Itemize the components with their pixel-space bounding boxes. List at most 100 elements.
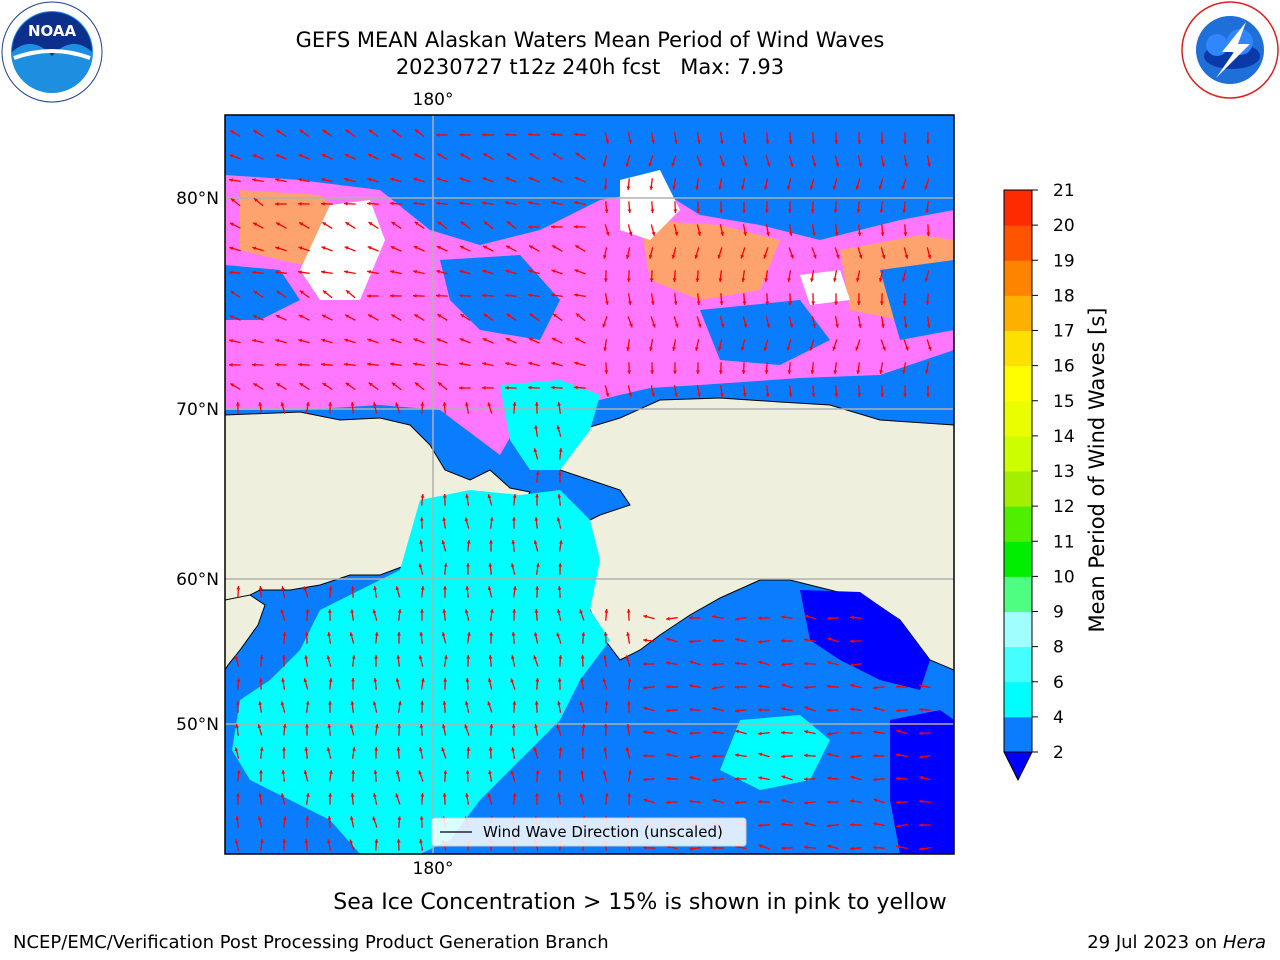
wave-arrow-head [626, 609, 631, 613]
wave-arrow-head [925, 370, 929, 374]
wave-arrow-head [924, 185, 928, 190]
wave-arrow-head [781, 846, 785, 851]
wave-arrow-head [643, 638, 647, 643]
wave-arrow-head [372, 609, 377, 614]
wave-arrow-head [602, 323, 606, 328]
wave-arrow-head [919, 707, 923, 712]
wave-arrow-head [627, 678, 632, 682]
wave-arrow-head [580, 655, 585, 659]
title-line-2: 20230727 t12z 240h fcst Max: 7.93 [395, 55, 785, 79]
wave-arrow-head [328, 402, 332, 406]
wave-arrow-head [698, 162, 702, 167]
wave-arrow-head [558, 655, 563, 659]
wave-arrow-head [626, 186, 631, 190]
wave-arrow-head [420, 586, 425, 590]
wave-arrow-head [373, 793, 377, 797]
wave-arrow-head [781, 615, 785, 620]
wave-arrow-head [442, 724, 446, 728]
wave-arrow-head [643, 730, 647, 734]
wave-arrow-head [344, 246, 349, 250]
wave-arrow-head [419, 540, 423, 544]
wave-arrow-head [627, 701, 631, 705]
wave-arrow-head [512, 402, 517, 406]
wave-arrow-head [628, 392, 633, 397]
wave-arrow-head [280, 793, 285, 798]
wave-arrow-head [827, 776, 831, 781]
wave-arrow-head [926, 393, 930, 397]
wave-arrow-head [305, 701, 310, 705]
wave-arrow-head [858, 254, 863, 259]
wave-arrow-head [626, 347, 630, 351]
wave-arrow-head [459, 201, 463, 206]
wave-arrow-head [896, 844, 901, 849]
wave-arrow-head [234, 655, 239, 660]
wave-arrow-head [850, 754, 854, 759]
wave-arrow-head [666, 708, 670, 713]
wave-arrow-head [927, 254, 932, 259]
wave-arrow-head [374, 839, 379, 843]
wave-arrow-head [602, 678, 607, 683]
wave-arrow-head [758, 684, 762, 689]
wave-arrow-head [809, 185, 814, 190]
ice-free-white [300, 170, 850, 305]
wave-arrow-head [712, 638, 716, 643]
wave-arrow-head [626, 724, 631, 728]
wave-arrow-head [236, 678, 241, 682]
wave-arrow-head [234, 747, 239, 752]
wave-arrow-head [397, 816, 402, 820]
wave-arrow-head [281, 678, 285, 682]
wave-arrow-head [482, 177, 487, 181]
wave-arrow-head [781, 754, 785, 759]
wave-arrow-head [551, 269, 556, 273]
wave-arrow-head [303, 678, 308, 683]
wave-arrow-head [648, 162, 653, 167]
wave-arrow-head [626, 278, 631, 282]
wave-arrow-head [827, 637, 832, 641]
wave-arrow-head [465, 586, 470, 590]
wave-arrow-head [304, 747, 309, 751]
wave-arrow-head [482, 386, 486, 390]
wave-arrow-head [511, 632, 516, 636]
wave-arrow-head [442, 402, 447, 406]
wave-arrow-head [368, 314, 373, 318]
wave-arrow-head [643, 706, 648, 711]
wave-arrow-head [581, 632, 586, 636]
wave-arrow-head [919, 823, 923, 827]
wave-arrow-head [827, 616, 831, 621]
wave-arrow-head [373, 586, 377, 590]
wave-arrow-head [535, 793, 539, 797]
wave-arrow-head [413, 293, 417, 298]
wave-arrow-head [557, 402, 561, 406]
wave-arrow-head [304, 655, 308, 659]
wave-arrow-head [902, 370, 906, 374]
wave-arrow-head [758, 844, 763, 848]
wave-arrow-head [419, 724, 424, 728]
wave-arrow-head [443, 678, 448, 682]
wave-arrow-head [535, 770, 540, 774]
wave-arrow-head [666, 661, 670, 665]
wave-arrow-head [850, 663, 854, 667]
wave-arrow-head [557, 701, 561, 705]
wave-arrow-head [718, 278, 723, 282]
wave-arrow-head [321, 270, 325, 274]
colorbar-tick-label: 20 [1053, 216, 1075, 236]
wave-arrow-head [712, 730, 716, 735]
wave-arrow-head [345, 129, 350, 134]
wave-arrow-head [580, 678, 584, 682]
wave-arrow-head [903, 393, 907, 397]
wave-arrow-head [721, 162, 725, 167]
wave-arrow-head [528, 132, 532, 137]
wave-arrow-head [697, 323, 702, 328]
colorbar-tick-label: 15 [1053, 392, 1075, 412]
map-frame [224, 114, 955, 855]
wave-arrow-head [466, 747, 471, 751]
wave-arrow-head [758, 616, 762, 620]
wave-arrow-head [505, 361, 510, 366]
colorbar-segment [1004, 471, 1032, 507]
wave-arrow-head [673, 301, 678, 305]
wave-arrow-head [765, 209, 769, 213]
wave-arrow-head [651, 393, 655, 397]
wave-arrow-head [280, 402, 285, 407]
wave-arrow-head [459, 338, 464, 342]
wave-arrow-head [833, 209, 838, 213]
